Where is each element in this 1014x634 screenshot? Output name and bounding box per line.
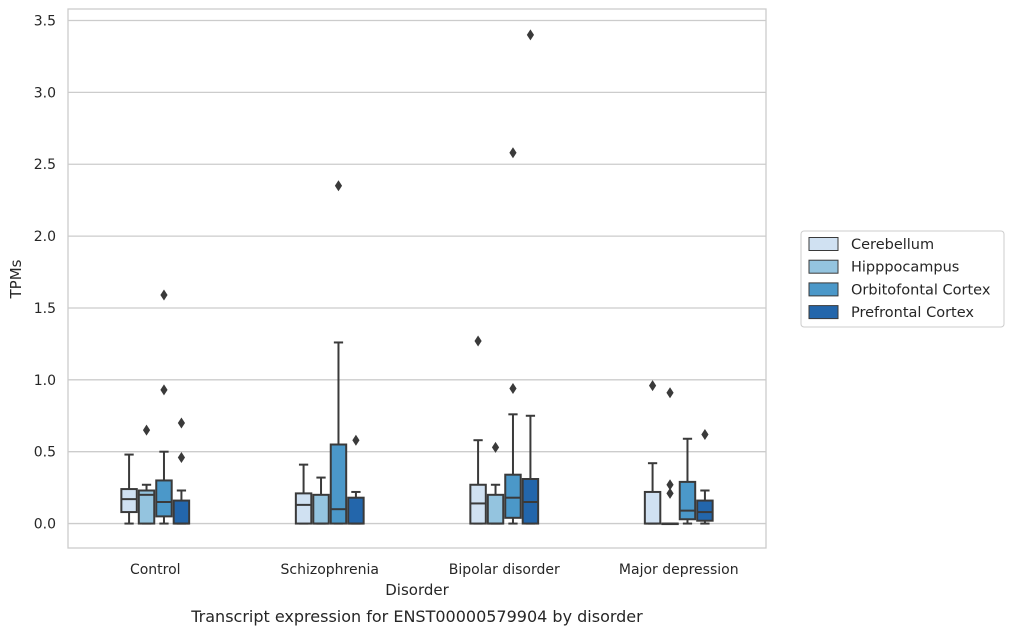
outlier-point (666, 479, 674, 491)
y-tick-label: 2.5 (34, 157, 56, 173)
outlier-point (648, 380, 657, 392)
plot-frame (67, 8, 767, 549)
box-body (172, 499, 191, 525)
box-3-1 (347, 434, 365, 525)
box-1-1 (312, 476, 330, 525)
box-body (294, 492, 313, 525)
outlier-point (352, 434, 360, 446)
legend-frame (800, 230, 1005, 328)
legend-label: Cerebellum (851, 237, 934, 253)
box-body (347, 496, 365, 525)
y-tick-label: 3.0 (34, 85, 56, 101)
legend-swatch (808, 305, 839, 320)
x-tick-label: Schizophrenia (281, 562, 379, 578)
y-tick-label: 1.5 (34, 301, 56, 317)
outlier-point (509, 382, 517, 394)
outlier-point (177, 417, 186, 429)
outlier-point (701, 428, 709, 440)
box-0-2 (469, 335, 487, 525)
box-3-2 (521, 29, 540, 525)
box-1-2 (486, 441, 505, 525)
x-tick-label: Bipolar disorder (449, 562, 560, 578)
x-tick-label: Major depression (619, 562, 739, 578)
legend-label: Hipppocampus (851, 260, 959, 276)
box-1-3 (661, 387, 679, 526)
box-body (155, 479, 173, 518)
box-0-0 (120, 453, 138, 525)
legend: Cerebellum Hipppocampus Orbitofontal Corte… (800, 230, 1005, 328)
box-3-0 (172, 417, 191, 525)
box-body (120, 488, 138, 514)
box-2-3 (678, 437, 697, 525)
outlier-point (160, 289, 168, 301)
outlier-point (666, 387, 674, 399)
box-body (504, 473, 522, 519)
box-2-2 (504, 147, 522, 525)
box-body (678, 480, 697, 521)
legend-swatch (808, 259, 839, 274)
x-tick-label: Control (130, 562, 181, 578)
outlier-point (474, 335, 482, 347)
outlier-point (526, 29, 535, 41)
x-axis-ticks: Control Schizophrenia Bipolar disorder Majo… (130, 562, 739, 578)
outlier-point (334, 180, 343, 192)
box-0-1 (294, 463, 313, 525)
chart-caption: Transcript expression for ENST0000057990… (190, 607, 643, 626)
box-body (137, 489, 156, 525)
box-2-1 (329, 180, 348, 525)
box-body (696, 499, 714, 522)
legend-label: Orbitofontal Cortex (851, 282, 991, 298)
outlier-point (666, 487, 674, 499)
box-2-0 (155, 289, 173, 525)
box-3-3 (696, 428, 714, 525)
y-tick-label: 0.5 (34, 445, 56, 461)
x-axis-label: Disorder (385, 581, 449, 599)
grid-lines (68, 19, 766, 525)
y-tick-label: 0.0 (34, 517, 56, 533)
y-tick-label: 3.5 (34, 13, 56, 29)
box-series (120, 29, 714, 526)
box-body (486, 493, 505, 525)
outlier-point (142, 424, 151, 436)
box-0-3 (643, 380, 662, 525)
outlier-point (177, 451, 186, 463)
outlier-point (509, 147, 517, 159)
y-tick-label: 2.0 (34, 229, 56, 245)
outlier-point (491, 441, 500, 453)
y-axis-ticks: 0.0 0.5 1.0 1.5 2.0 2.5 3.0 3.5 (34, 13, 56, 532)
y-axis-label: TPMs (7, 259, 25, 299)
legend-swatch (808, 237, 839, 251)
box-body (643, 490, 662, 525)
legend-swatch (808, 282, 839, 297)
outlier-point (160, 384, 168, 396)
y-tick-label: 1.0 (34, 373, 56, 389)
box-body (329, 443, 348, 525)
box-1-0 (137, 424, 156, 525)
box-body (312, 493, 330, 525)
legend-label: Prefrontal Cortex (851, 305, 974, 321)
